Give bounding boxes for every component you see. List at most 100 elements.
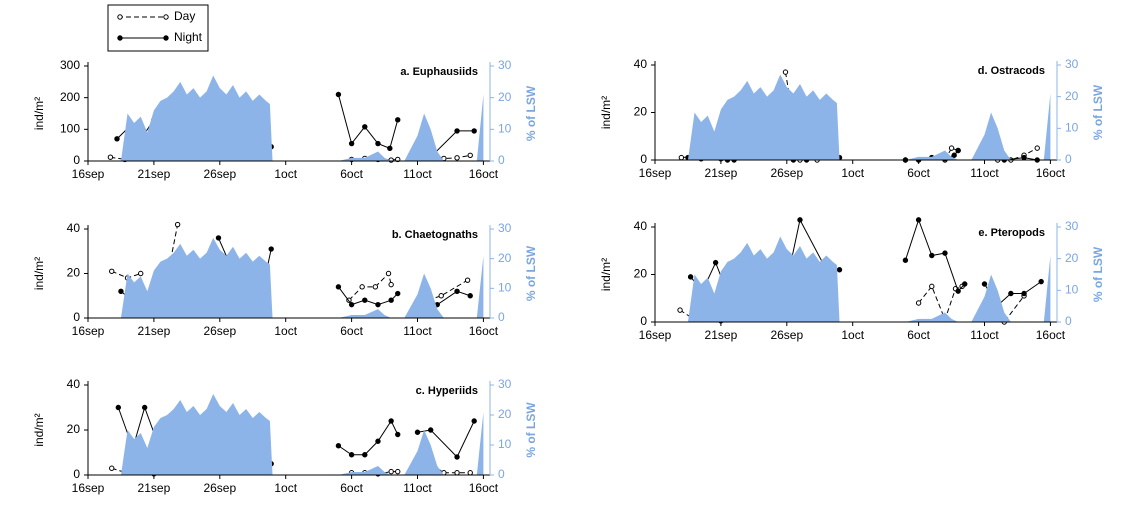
x-tick-label: 21sep <box>138 481 171 495</box>
y2-tick-label: 0 <box>498 153 505 167</box>
data-point <box>395 290 401 297</box>
y-tick-label: 40 <box>634 219 648 233</box>
legend-label: Day <box>174 9 195 23</box>
data-point <box>268 246 274 252</box>
legend-marker <box>117 35 123 41</box>
data-point <box>362 297 368 303</box>
x-tick-label: 26sep <box>203 481 236 495</box>
x-tick-label: 6oct <box>340 481 363 495</box>
lsw-area <box>120 394 484 475</box>
lsw-area <box>687 236 1051 322</box>
data-point <box>348 452 355 458</box>
data-point <box>107 154 114 160</box>
data-point <box>797 217 803 223</box>
y2-tick-label: 10 <box>498 437 512 451</box>
data-point <box>335 284 342 290</box>
data-point <box>454 288 460 294</box>
data-point <box>438 293 444 299</box>
x-tick-label: 21sep <box>705 328 738 342</box>
data-point <box>375 301 381 308</box>
y-tick-label: 40 <box>634 57 648 71</box>
x-tick-label: 11oct <box>403 324 432 338</box>
x-tick-label: 26sep <box>770 328 803 342</box>
data-point <box>454 454 460 460</box>
data-point <box>712 259 719 266</box>
data-point <box>109 465 115 471</box>
data-point <box>395 468 401 475</box>
panel-title: a. Euphausiids <box>400 66 478 78</box>
data-point <box>836 267 843 273</box>
legend-marker <box>117 14 123 20</box>
x-tick-label: 26sep <box>203 167 236 181</box>
x-tick-label: 16sep <box>72 481 105 495</box>
data-point <box>388 157 394 163</box>
y2-tick-label: 30 <box>498 58 512 72</box>
x-tick-label: 6oct <box>340 324 363 338</box>
y2-tick-label: 10 <box>498 122 512 136</box>
data-point <box>1038 278 1044 285</box>
data-point <box>388 468 394 475</box>
data-point <box>385 270 392 277</box>
data-point <box>348 140 355 147</box>
y-tick-label: 20 <box>634 105 648 119</box>
lsw-area <box>687 74 1051 160</box>
data-point <box>471 128 477 134</box>
x-tick-label: 16sep <box>72 167 105 181</box>
y2-tick-label: 0 <box>1065 314 1072 328</box>
y-tick-label: 0 <box>73 467 80 481</box>
data-point <box>915 300 922 306</box>
y2-tick-label: 20 <box>1065 89 1079 103</box>
y2-tick-label: 0 <box>498 467 505 481</box>
data-point <box>951 152 957 158</box>
data-point <box>677 307 683 313</box>
y-axis-label: ind/m² <box>599 96 613 129</box>
y-axis-label: ind/m² <box>32 97 46 130</box>
x-tick-label: 26sep <box>770 166 803 180</box>
x-tick-label: 16sep <box>72 324 105 338</box>
data-point <box>215 235 222 241</box>
y2-axis-label: % of LSW <box>1091 84 1105 140</box>
x-tick-label: 21sep <box>138 167 171 181</box>
y-tick-label: 300 <box>60 58 80 72</box>
data-point <box>109 268 115 274</box>
y-tick-label: 0 <box>73 310 80 324</box>
data-point <box>395 431 401 438</box>
data-point <box>372 284 379 290</box>
x-tick-label: 1oct <box>274 167 297 181</box>
x-tick-label: 16oct <box>469 481 499 495</box>
data-point <box>375 438 381 444</box>
x-tick-label: 1oct <box>274 324 297 338</box>
data-point <box>427 427 434 433</box>
x-tick-label: 11oct <box>970 166 999 180</box>
y-tick-label: 0 <box>640 152 647 166</box>
y-tick-label: 200 <box>60 90 80 104</box>
data-point <box>687 274 694 280</box>
x-tick-label: 16oct <box>469 324 499 338</box>
data-point <box>387 145 393 152</box>
x-tick-label: 11oct <box>970 328 999 342</box>
y2-tick-label: 20 <box>498 90 512 104</box>
data-point <box>141 404 148 411</box>
y2-axis-label: % of LSW <box>524 402 538 458</box>
data-point <box>467 293 473 299</box>
panel-title: c. Hyperiids <box>416 385 478 397</box>
data-point <box>414 429 421 435</box>
data-point <box>114 136 120 142</box>
lsw-area <box>120 75 484 161</box>
y-tick-label: 40 <box>67 377 81 391</box>
y-axis-label: ind/m² <box>599 258 613 291</box>
y-tick-label: 0 <box>640 314 647 328</box>
data-point <box>174 221 181 228</box>
data-point <box>388 281 394 288</box>
y-tick-label: 40 <box>67 221 81 235</box>
data-point <box>464 277 471 283</box>
legend-marker <box>163 14 169 20</box>
data-point <box>375 140 381 147</box>
x-tick-label: 1oct <box>274 481 297 495</box>
data-point <box>1034 145 1040 151</box>
y2-tick-label: 10 <box>1065 121 1079 135</box>
data-point <box>948 145 955 151</box>
y-tick-label: 100 <box>60 122 80 136</box>
data-point <box>335 91 342 98</box>
